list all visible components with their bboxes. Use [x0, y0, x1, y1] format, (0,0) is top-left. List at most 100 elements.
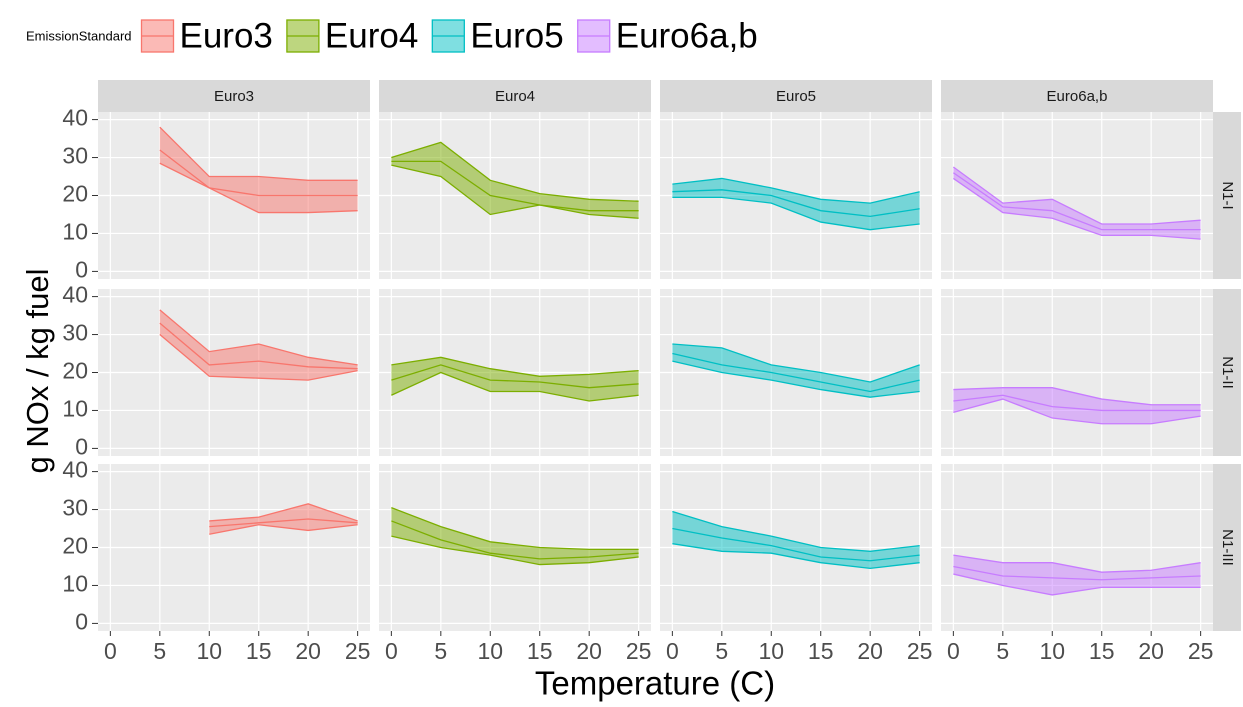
facet-strip-label: N1-I: [1219, 181, 1236, 209]
mean-line: [672, 189, 920, 218]
ribbon: [953, 387, 1201, 424]
y-tick-label: 10: [62, 219, 88, 245]
x-tick-label: 25: [626, 638, 652, 664]
ribbon: [159, 309, 358, 381]
y-tick-label: 20: [62, 181, 88, 207]
mean-line: [672, 352, 920, 393]
lower-line: [159, 334, 358, 381]
lower-line: [672, 360, 920, 398]
legend-label: Euro3: [180, 16, 273, 55]
y-tick-label: 30: [62, 495, 88, 521]
x-tick-label: 20: [295, 638, 321, 664]
y-axis-label: g NOx / kg fuel: [20, 268, 55, 473]
y-tick-label: 20: [62, 358, 88, 384]
panel: [941, 289, 1213, 456]
panel: [379, 289, 651, 456]
panel: [941, 112, 1213, 279]
upper-line: [159, 126, 358, 181]
upper-line: [391, 141, 639, 202]
facet-strip-label: N1-III: [1219, 529, 1236, 566]
panel: [660, 464, 932, 631]
mean-line: [953, 565, 1201, 581]
y-tick-label: 40: [62, 105, 88, 131]
x-tick-label: 10: [477, 638, 503, 664]
lower-line: [391, 371, 639, 402]
mean-line: [391, 520, 639, 560]
panel: [98, 464, 370, 631]
lower-line: [391, 164, 639, 219]
facet-strip: [1213, 112, 1241, 279]
mean-line: [391, 160, 639, 212]
y-tick-label: 0: [75, 433, 88, 459]
x-tick-label: 10: [758, 638, 784, 664]
x-tick-label: 20: [576, 638, 602, 664]
x-tick-label: 15: [527, 638, 553, 664]
facet-strip: [379, 80, 651, 112]
facet-strip-label: N1-II: [1219, 356, 1236, 389]
panel: [379, 112, 651, 279]
facet-strip-label: Euro3: [214, 88, 254, 105]
mean-line: [672, 527, 920, 562]
y-tick-label: 40: [62, 457, 88, 483]
y-tick-label: 40: [62, 282, 88, 308]
lower-line: [209, 524, 358, 535]
upper-line: [953, 554, 1201, 573]
upper-line: [672, 510, 920, 552]
facet-strip-label: Euro6a,b: [1047, 88, 1108, 105]
y-tick-label: 30: [62, 320, 88, 346]
upper-line: [209, 503, 358, 522]
x-tick-label: 10: [1039, 638, 1065, 664]
x-tick-label: 15: [246, 638, 272, 664]
facet-strip: [1213, 289, 1241, 456]
upper-line: [672, 343, 920, 383]
panel: [660, 112, 932, 279]
y-tick-label: 10: [62, 396, 88, 422]
x-tick-label: 25: [345, 638, 371, 664]
mean-line: [952, 172, 1201, 231]
mean-line: [953, 394, 1201, 412]
panel: [379, 464, 651, 631]
mean-line: [159, 149, 358, 197]
lower-line: [952, 177, 1201, 240]
legend-label: Euro5: [470, 16, 563, 55]
lower-line: [391, 535, 639, 566]
facet-strip-label: Euro4: [495, 88, 535, 105]
y-tick-label: 0: [75, 256, 88, 282]
upper-line: [672, 177, 920, 204]
lower-line: [953, 573, 1201, 596]
x-tick-label: 5: [996, 638, 1009, 664]
y-tick-label: 0: [75, 608, 88, 634]
ribbon: [672, 344, 920, 398]
upper-line: [391, 507, 639, 551]
panel: [98, 112, 370, 279]
facet-strip-label: Euro5: [776, 88, 816, 105]
lower-line: [672, 543, 920, 570]
legend-title: EmissionStandard: [26, 28, 132, 43]
ribbon: [953, 555, 1201, 595]
facet-strip: [941, 80, 1213, 112]
lower-line: [953, 398, 1201, 425]
ribbon: [391, 507, 639, 565]
facet-strip: [98, 80, 370, 112]
ribbon: [391, 142, 639, 219]
facet-strip: [1213, 464, 1241, 631]
x-tick-label: 5: [153, 638, 166, 664]
y-tick-label: 20: [62, 533, 88, 559]
x-tick-label: 5: [715, 638, 728, 664]
upper-line: [391, 356, 639, 377]
ribbon: [672, 511, 920, 569]
x-tick-label: 25: [907, 638, 933, 664]
panel: [98, 289, 370, 456]
panel: [660, 289, 932, 456]
x-tick-label: 15: [808, 638, 834, 664]
facet-strip: [660, 80, 932, 112]
upper-line: [952, 166, 1201, 225]
mean-line: [159, 322, 358, 370]
lower-line: [672, 196, 920, 231]
panel: [941, 464, 1213, 631]
x-tick-label: 25: [1188, 638, 1214, 664]
x-tick-label: 5: [434, 638, 447, 664]
x-tick-label: 0: [385, 638, 398, 664]
upper-line: [159, 309, 358, 366]
